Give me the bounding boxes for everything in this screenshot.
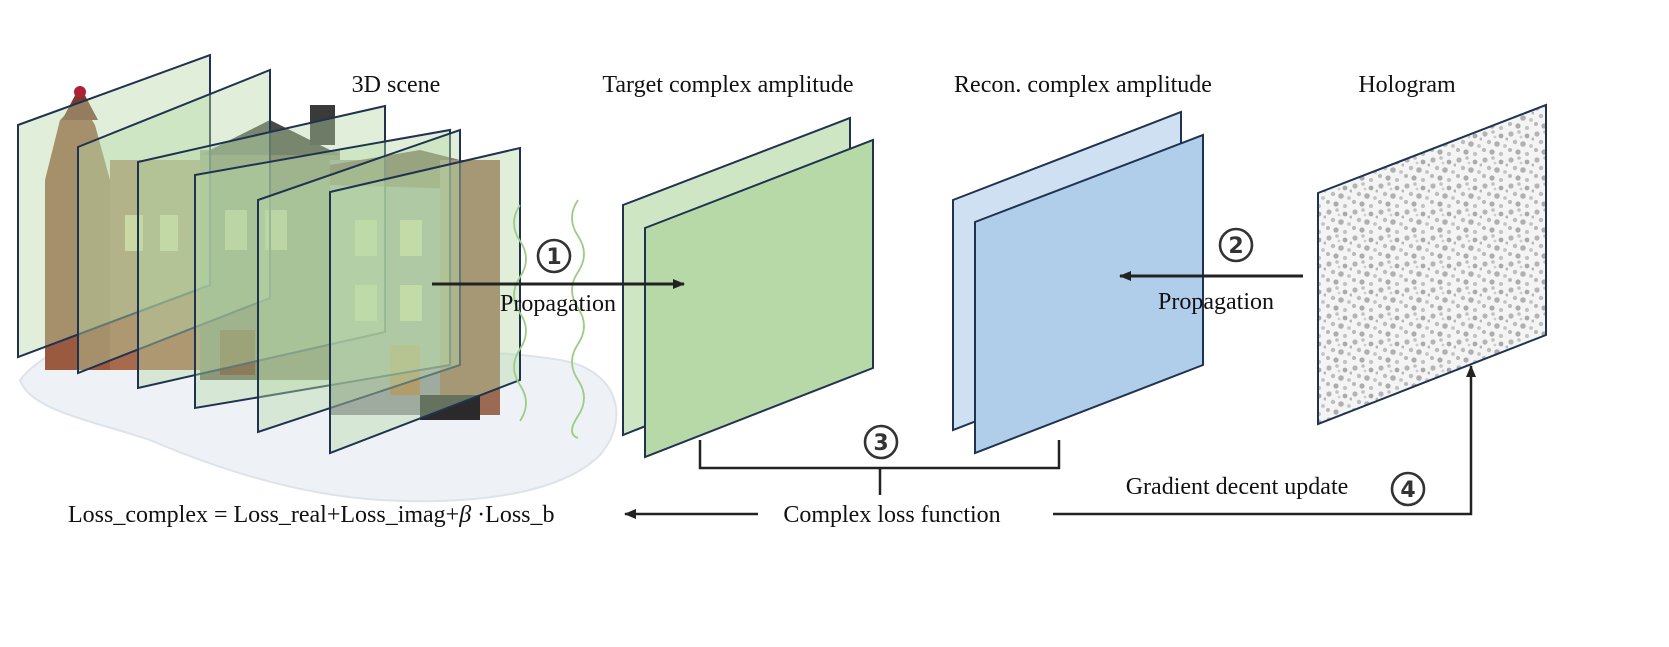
step-number-4: 4 bbox=[1400, 478, 1415, 503]
depth-layer bbox=[329, 146, 521, 455]
loss-formula: Loss_complex = Loss_real+Loss_imag+β ·Lo… bbox=[68, 502, 555, 528]
step-marker-2: 2 bbox=[1218, 227, 1254, 263]
target-plane-front bbox=[644, 138, 874, 459]
loss-formula-beta: β bbox=[458, 502, 471, 528]
step-circle-3 bbox=[863, 424, 899, 460]
depth-layer bbox=[17, 53, 211, 359]
step-marker-1: 1 bbox=[536, 238, 572, 274]
label-recon-amplitude: Recon. complex amplitude bbox=[954, 72, 1212, 98]
depth-layer bbox=[77, 68, 271, 375]
label-3d-scene: 3D scene bbox=[352, 72, 441, 98]
step-marker-3: 3 bbox=[863, 424, 899, 460]
recon-plane-front bbox=[974, 133, 1204, 455]
recon-amplitude-planes bbox=[952, 110, 1204, 455]
label-complex-loss-function: Complex loss function bbox=[783, 502, 1000, 528]
label-gradient-update: Gradient decent update bbox=[1126, 474, 1349, 500]
label-target-amplitude: Target complex amplitude bbox=[602, 72, 853, 98]
wavefront-lines bbox=[513, 199, 585, 439]
step-circle-1 bbox=[536, 238, 572, 274]
depth-layer bbox=[257, 128, 461, 434]
label-hologram: Hologram bbox=[1358, 72, 1456, 98]
loss-formula-main: Loss_complex = Loss_real+Loss_imag+ bbox=[68, 502, 459, 528]
loss-bracket bbox=[698, 440, 1061, 495]
step-marker-4: 4 bbox=[1390, 471, 1426, 507]
step-number-3: 3 bbox=[873, 431, 888, 456]
loss-formula-tail: ·Loss_b bbox=[471, 502, 554, 528]
target-amplitude-planes bbox=[622, 116, 874, 459]
gradient-update-arrow bbox=[1053, 365, 1476, 516]
step-number-1: 1 bbox=[546, 245, 561, 270]
step-circle-2 bbox=[1218, 227, 1254, 263]
step-circle-4 bbox=[1390, 471, 1426, 507]
3d-scene-group bbox=[17, 53, 618, 503]
label-propagation-backward: Propagation bbox=[1158, 289, 1274, 315]
step-number-2: 2 bbox=[1228, 234, 1243, 259]
depth-layers bbox=[17, 53, 521, 455]
label-propagation-forward: Propagation bbox=[500, 291, 616, 317]
hologram-plane bbox=[1317, 103, 1547, 426]
